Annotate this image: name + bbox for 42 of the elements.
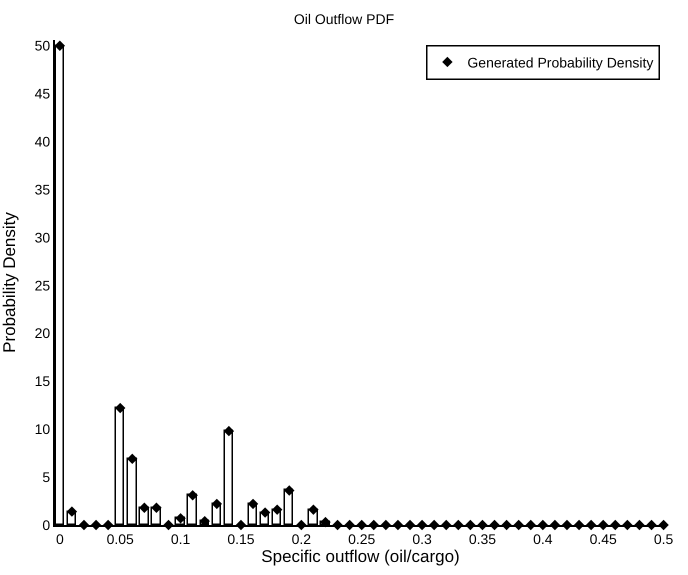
x-tick-label: 0 xyxy=(56,530,64,547)
y-tick-label: 20 xyxy=(34,325,50,342)
x-tick-label: 0.45 xyxy=(590,530,618,547)
point xyxy=(115,402,126,414)
point xyxy=(66,506,78,517)
y-tick-label: 45 xyxy=(34,86,50,102)
point xyxy=(260,507,270,518)
x-tick-label: 0.35 xyxy=(468,530,496,547)
point xyxy=(212,498,222,510)
x-tick-label: 0.15 xyxy=(227,530,255,547)
point xyxy=(175,513,186,524)
point xyxy=(248,498,258,510)
y-tick-label: 40 xyxy=(34,134,50,150)
x-tick-label: 0.3 xyxy=(412,530,432,547)
x-tick-label: 0.2 xyxy=(292,530,312,547)
point xyxy=(272,504,282,515)
y-tick-label: 5 xyxy=(42,468,50,485)
point xyxy=(139,502,150,513)
point xyxy=(320,516,331,528)
y-tick-label: 0 xyxy=(42,516,50,533)
point xyxy=(151,502,162,513)
y-tick-label: 50 xyxy=(34,38,50,54)
point xyxy=(284,485,294,496)
legend-label: Generated Probability Density xyxy=(467,54,654,70)
y-tick-label: 30 xyxy=(34,229,50,246)
point xyxy=(224,426,234,436)
chart-title: Oil Outflow PDF xyxy=(294,11,394,28)
y-tick-label: 25 xyxy=(34,277,50,294)
y-tick-label: 15 xyxy=(34,373,50,390)
x-tick-label: 0.05 xyxy=(106,530,134,547)
x-tick-label: 0.5 xyxy=(654,530,674,547)
y-tick-label: 10 xyxy=(34,421,50,438)
y-axis-title: Probability Density xyxy=(0,212,19,353)
point xyxy=(54,40,66,51)
point xyxy=(308,504,319,515)
point xyxy=(127,454,138,464)
x-tick-label: 0.1 xyxy=(170,530,191,547)
x-tick-label: 0.25 xyxy=(348,530,376,547)
x-tick-label: 0.4 xyxy=(533,530,553,547)
x-axis-title: Specific outflow (oil/cargo) xyxy=(261,546,460,566)
point xyxy=(187,490,198,500)
y-tick-label: 35 xyxy=(34,181,50,198)
